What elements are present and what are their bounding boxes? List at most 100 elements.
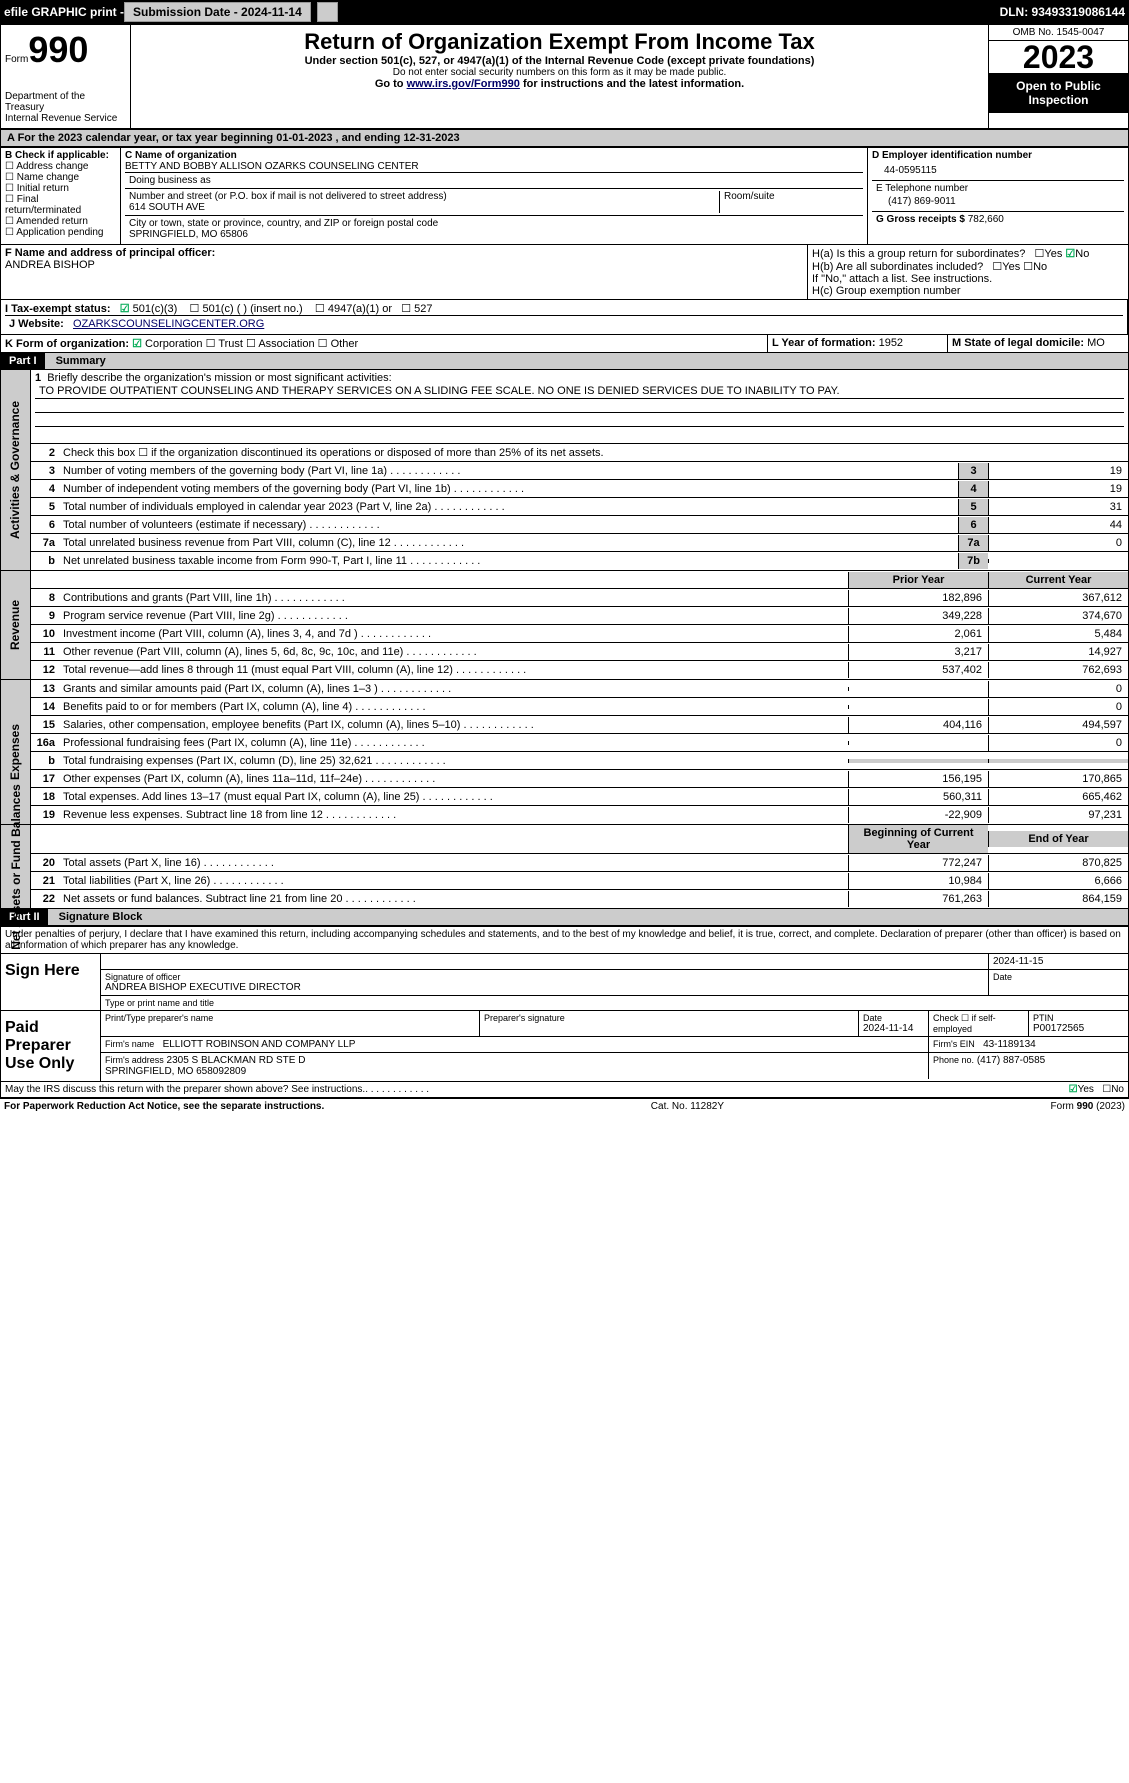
line-4: 4 Number of independent voting members o… — [31, 480, 1128, 498]
tax-year: 2023 — [989, 41, 1128, 73]
sign-here-label: Sign Here — [1, 954, 101, 1010]
form-footer: Form 990 (2023) — [1051, 1101, 1125, 1112]
submission-date-button[interactable]: Submission Date - 2024-11-14 — [124, 2, 311, 22]
section-bcd: B Check if applicable: ☐ Address change … — [0, 147, 1129, 245]
paid-preparer-label: Paid Preparer Use Only — [1, 1011, 101, 1081]
sig-type-label: Type or print name and title — [101, 996, 1128, 1010]
ein: 44-0595115 — [872, 161, 1124, 180]
activities-section: Activities & Governance 1 Briefly descri… — [0, 370, 1129, 571]
website-link[interactable]: OZARKSCOUNSELINGCENTER.ORG — [73, 318, 264, 330]
dept-label: Department of the Treasury Internal Reve… — [5, 91, 126, 124]
sig-officer-label: Signature of officer — [105, 972, 984, 982]
line-19: 19 Revenue less expenses. Subtract line … — [31, 806, 1128, 824]
line-3: 3 Number of voting members of the govern… — [31, 462, 1128, 480]
boxD-label: D Employer identification number — [872, 150, 1124, 161]
form-sub2: Do not enter social security numbers on … — [135, 67, 984, 78]
side-rev: Revenue — [9, 600, 23, 650]
line-14: 14 Benefits paid to or for members (Part… — [31, 698, 1128, 716]
boxL-row: L Year of formation: 1952 — [768, 335, 948, 352]
boxC-name-label: C Name of organization — [125, 150, 863, 161]
boxJ-row: J Website: OZARKSCOUNSELINGCENTER.ORG — [5, 315, 1123, 332]
org-name: BETTY AND BOBBY ALLISON OZARKS COUNSELIN… — [125, 161, 863, 172]
line-22: 22 Net assets or fund balances. Subtract… — [31, 890, 1128, 908]
form-header: Form990 Department of the Treasury Inter… — [0, 24, 1129, 129]
officer-name: ANDREA BISHOP — [5, 259, 803, 271]
form-sub3: Go to www.irs.gov/Form990 for instructio… — [135, 78, 984, 90]
boxF-label: F Name and address of principal officer: — [5, 247, 803, 259]
irs-link[interactable]: www.irs.gov/Form990 — [407, 78, 520, 90]
blank-button[interactable] — [317, 2, 338, 22]
section-fh: F Name and address of principal officer:… — [0, 245, 1129, 300]
gross-receipts: 782,660 — [968, 214, 1004, 225]
revenue-section: Revenue Prior YearCurrent Year 8 Contrib… — [0, 571, 1129, 680]
city-label: City or town, state or province, country… — [129, 218, 859, 229]
side-ag: Activities & Governance — [9, 401, 23, 539]
phone: (417) 869-9011 — [876, 194, 1120, 209]
cb-initial[interactable]: ☐ Initial return — [5, 183, 116, 194]
form-label: Form — [5, 54, 28, 65]
cb-final[interactable]: ☐ Final return/terminated — [5, 194, 116, 216]
line1-label: Briefly describe the organization's miss… — [47, 372, 391, 384]
inspection-label: Open to Public Inspection — [989, 73, 1128, 113]
room-label: Room/suite — [719, 191, 859, 213]
line-18: 18 Total expenses. Add lines 13–17 (must… — [31, 788, 1128, 806]
line-b: b Net unrelated business taxable income … — [31, 552, 1128, 570]
cb-amended[interactable]: ☐ Amended return — [5, 216, 116, 227]
dln-label: DLN: 93493319086144 — [1000, 5, 1125, 19]
line-15: 15 Salaries, other compensation, employe… — [31, 716, 1128, 734]
hb-note: If "No," attach a list. See instructions… — [812, 273, 1124, 285]
pra-notice: For Paperwork Reduction Act Notice, see … — [4, 1101, 324, 1112]
line-b: b Total fundraising expenses (Part IX, c… — [31, 752, 1128, 770]
addr-label: Number and street (or P.O. box if mail i… — [129, 191, 719, 202]
line-7a: 7a Total unrelated business revenue from… — [31, 534, 1128, 552]
expenses-section: Expenses 13 Grants and similar amounts p… — [0, 680, 1129, 825]
line-6: 6 Total number of volunteers (estimate i… — [31, 516, 1128, 534]
cb-name[interactable]: ☐ Name change — [5, 172, 116, 183]
boxK-row: K Form of organization: ☑ Corporation ☐ … — [1, 335, 768, 352]
ha-row: H(a) Is this a group return for subordin… — [812, 247, 1124, 260]
net-assets-section: Net Assets or Fund Balances Beginning of… — [0, 825, 1129, 909]
tax-period: A For the 2023 calendar year, or tax yea… — [0, 129, 1129, 147]
section-klm: K Form of organization: ☑ Corporation ☐ … — [0, 335, 1129, 353]
line-5: 5 Total number of individuals employed i… — [31, 498, 1128, 516]
line-9: 9 Program service revenue (Part VIII, li… — [31, 607, 1128, 625]
section-ij: I Tax-exempt status: ☑ 501(c)(3) ☐ 501(c… — [0, 300, 1129, 335]
line-20: 20 Total assets (Part X, line 16) 772,24… — [31, 854, 1128, 872]
sig-date: 2024-11-15 — [988, 954, 1128, 969]
addr: 614 SOUTH AVE — [129, 202, 719, 213]
line-10: 10 Investment income (Part VIII, column … — [31, 625, 1128, 643]
boxG-label: G Gross receipts $ — [876, 214, 965, 225]
line-13: 13 Grants and similar amounts paid (Part… — [31, 680, 1128, 698]
boxE-label: E Telephone number — [876, 183, 1120, 194]
line-11: 11 Other revenue (Part VIII, column (A),… — [31, 643, 1128, 661]
discuss-row: May the IRS discuss this return with the… — [1, 1081, 1128, 1097]
line-12: 12 Total revenue—add lines 8 through 11 … — [31, 661, 1128, 679]
efile-label: efile GRAPHIC print - — [4, 5, 124, 19]
line-16a: 16a Professional fundraising fees (Part … — [31, 734, 1128, 752]
line-8: 8 Contributions and grants (Part VIII, l… — [31, 589, 1128, 607]
boxM-row: M State of legal domicile: MO — [948, 335, 1128, 352]
dba-label: Doing business as — [125, 172, 863, 188]
perjury-text: Under penalties of perjury, I declare th… — [1, 927, 1128, 953]
line-21: 21 Total liabilities (Part X, line 26) 1… — [31, 872, 1128, 890]
date-label: Date — [988, 970, 1128, 995]
city: SPRINGFIELD, MO 65806 — [129, 229, 859, 240]
part1-header: Part I Summary — [0, 353, 1129, 370]
footer: For Paperwork Reduction Act Notice, see … — [0, 1098, 1129, 1114]
cb-address[interactable]: ☐ Address change — [5, 161, 116, 172]
header-bar: efile GRAPHIC print - Submission Date - … — [0, 0, 1129, 24]
form-number: 990 — [28, 29, 88, 70]
cb-pending[interactable]: ☐ Application pending — [5, 227, 116, 238]
hb-row: H(b) Are all subordinates included? ☐Yes… — [812, 260, 1124, 273]
form-sub1: Under section 501(c), 527, or 4947(a)(1)… — [135, 55, 984, 67]
line-17: 17 Other expenses (Part IX, column (A), … — [31, 770, 1128, 788]
form-title: Return of Organization Exempt From Incom… — [135, 29, 984, 55]
line2: Check this box ☐ if the organization dis… — [59, 444, 1128, 461]
signature-block: Under penalties of perjury, I declare th… — [0, 926, 1129, 1098]
side-net: Net Assets or Fund Balances — [9, 784, 23, 950]
cat-no: Cat. No. 11282Y — [651, 1101, 724, 1112]
mission-text: TO PROVIDE OUTPATIENT COUNSELING AND THE… — [35, 384, 1124, 399]
sig-officer-name: ANDREA BISHOP EXECUTIVE DIRECTOR — [105, 982, 984, 993]
hc-label: H(c) Group exemption number — [812, 285, 1124, 297]
part2-header: Part II Signature Block — [0, 909, 1129, 926]
